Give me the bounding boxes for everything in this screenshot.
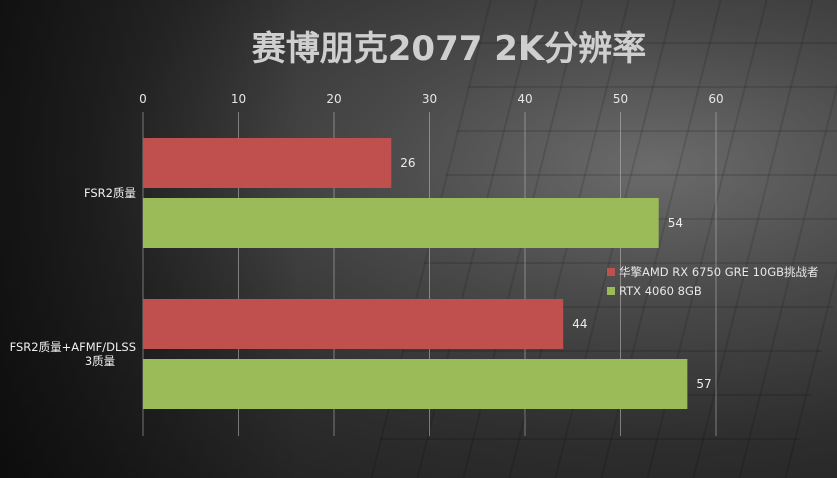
legend-swatch — [607, 287, 615, 295]
x-tick-label: 0 — [139, 92, 147, 106]
legend-swatch — [607, 268, 615, 276]
category-label: FSR2质量 — [84, 186, 136, 200]
bar — [143, 198, 659, 248]
legend-label: RTX 4060 8GB — [619, 284, 702, 298]
x-tick-label: 10 — [231, 92, 246, 106]
data-label: 54 — [668, 216, 683, 230]
legend: 华擎AMD RX 6750 GRE 10GB挑战者 RTX 4060 8GB — [607, 265, 819, 298]
data-label: 44 — [572, 317, 587, 331]
x-tick-label: 20 — [326, 92, 341, 106]
data-label: 57 — [696, 377, 711, 391]
x-tick-label: 50 — [613, 92, 628, 106]
x-tick-label: 40 — [517, 92, 532, 106]
x-tick-label: 60 — [708, 92, 723, 106]
x-axis-ticks: 0 10 20 30 40 50 60 — [139, 92, 723, 106]
data-label: 26 — [400, 156, 415, 170]
bars: 26 54 44 57 — [143, 138, 712, 409]
bar — [143, 359, 688, 409]
x-tick-label: 30 — [422, 92, 437, 106]
chart-title: 赛博朋克2077 2K分辨率 — [252, 29, 646, 69]
bar — [143, 138, 392, 188]
legend-label: 华擎AMD RX 6750 GRE 10GB挑战者 — [619, 265, 819, 279]
category-labels: FSR2质量 FSR2质量+AFMF/DLSS 3质量 — [10, 186, 136, 368]
bar — [143, 299, 564, 349]
category-label: FSR2质量+AFMF/DLSS 3质量 — [10, 340, 136, 368]
